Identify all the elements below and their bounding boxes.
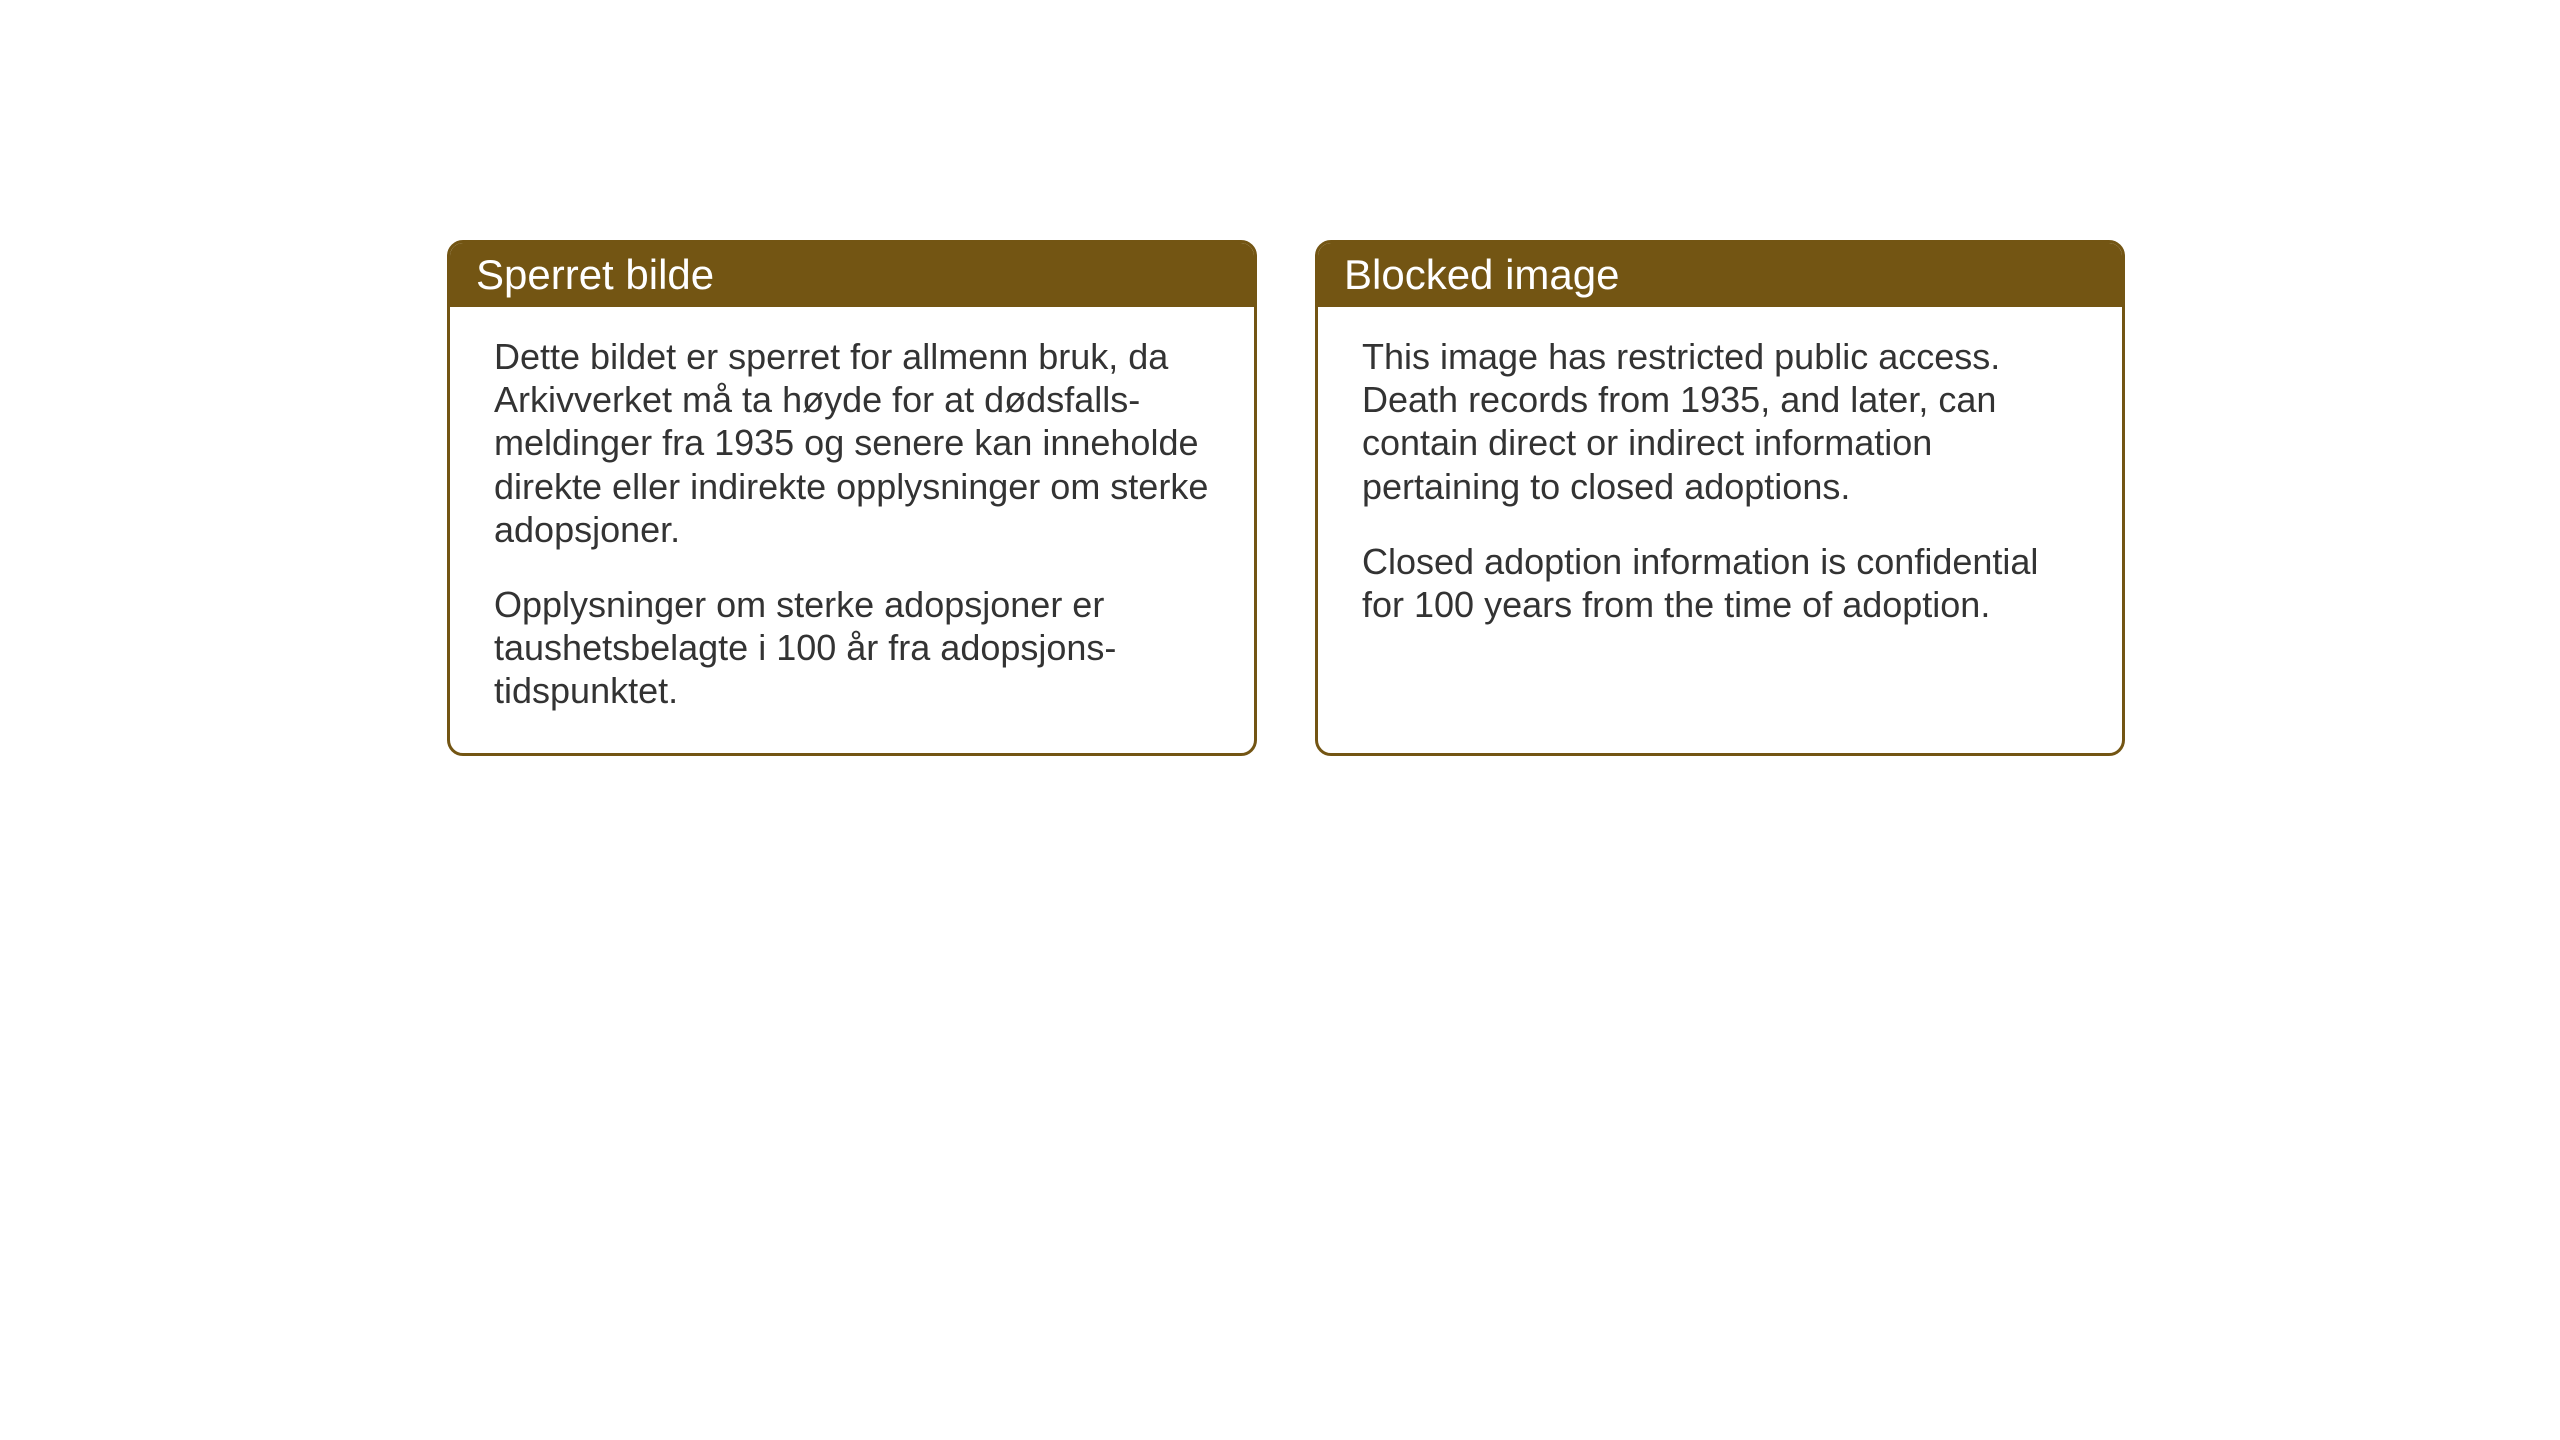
card-paragraph-2: Closed adoption information is confident… — [1362, 540, 2078, 626]
card-body-english: This image has restricted public access.… — [1318, 307, 2122, 662]
card-body-norwegian: Dette bildet er sperret for allmenn bruk… — [450, 307, 1254, 749]
card-paragraph-2: Opplysninger om sterke adopsjoner er tau… — [494, 583, 1210, 713]
card-paragraph-1: Dette bildet er sperret for allmenn bruk… — [494, 335, 1210, 551]
card-paragraph-1: This image has restricted public access.… — [1362, 335, 2078, 508]
notice-container: Sperret bilde Dette bildet er sperret fo… — [447, 240, 2125, 756]
card-header-norwegian: Sperret bilde — [450, 243, 1254, 307]
notice-card-norwegian: Sperret bilde Dette bildet er sperret fo… — [447, 240, 1257, 756]
notice-card-english: Blocked image This image has restricted … — [1315, 240, 2125, 756]
card-header-english: Blocked image — [1318, 243, 2122, 307]
